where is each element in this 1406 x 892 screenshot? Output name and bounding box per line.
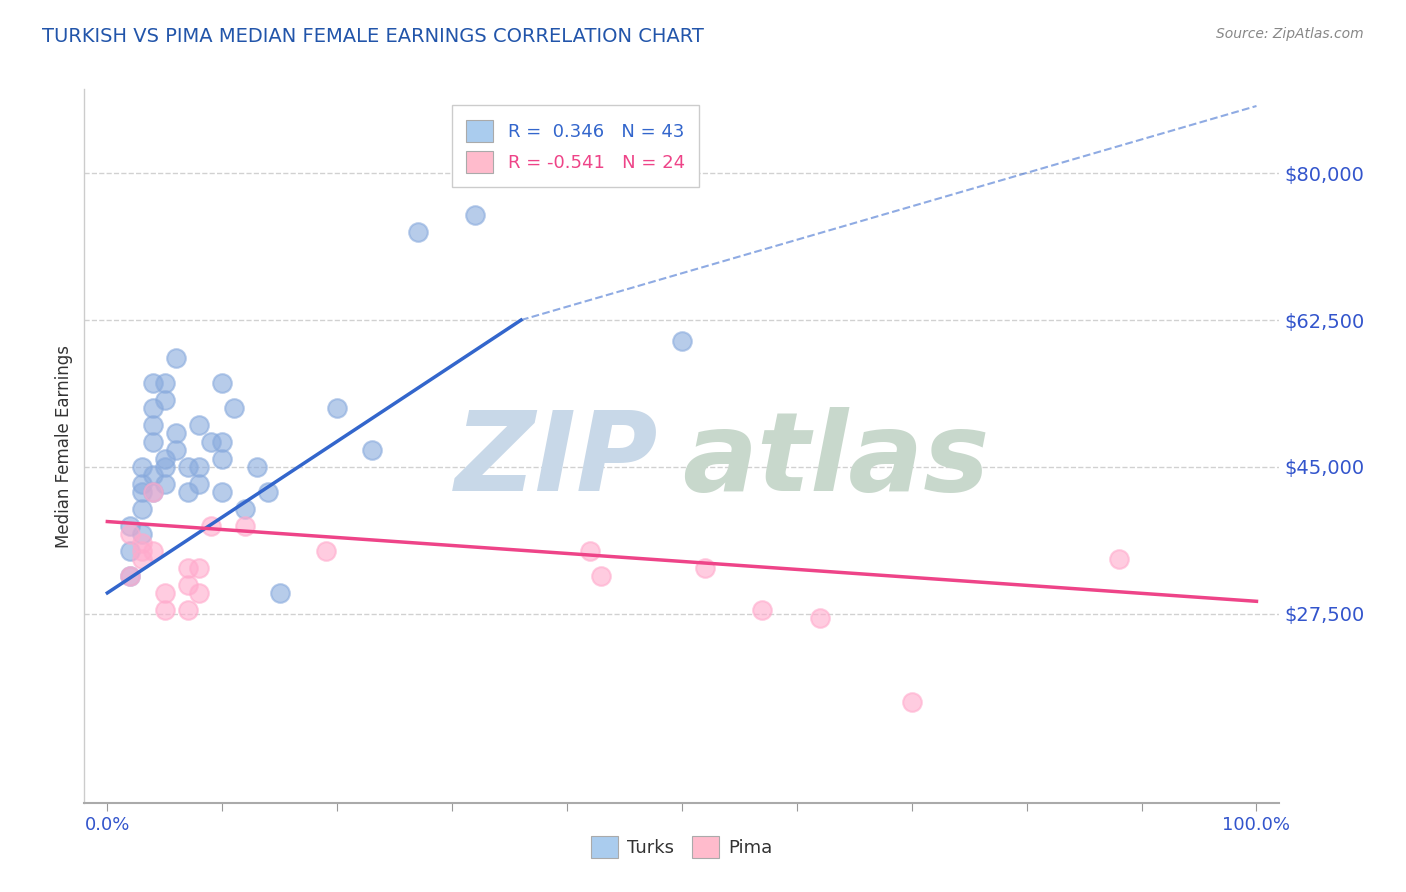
Point [233,518,256,533]
Point [464,208,486,222]
Point [165,443,187,458]
Point [153,376,176,390]
Point [360,443,382,458]
Point [120,518,142,533]
Point [153,603,176,617]
Point [153,451,176,466]
Point [142,376,165,390]
Point [131,544,153,558]
Point [142,401,165,416]
Point [153,586,176,600]
Y-axis label: Median Female Earnings: Median Female Earnings [55,344,73,548]
Point [188,476,211,491]
Point [120,527,142,541]
Point [142,485,165,500]
Text: atlas: atlas [682,407,990,514]
Point [211,434,233,449]
Text: ZIP: ZIP [454,407,658,514]
Text: Source: ZipAtlas.com: Source: ZipAtlas.com [1216,27,1364,41]
Legend: Turks, Pima: Turks, Pima [583,829,780,865]
Point [200,434,222,449]
Point [131,485,153,500]
Point [188,586,211,600]
Point [142,468,165,483]
Point [808,611,831,625]
Point [131,460,153,475]
Point [211,485,233,500]
Point [165,426,187,441]
Point [188,460,211,475]
Point [177,460,200,475]
Point [153,392,176,407]
Point [671,334,693,348]
Point [142,485,165,500]
Point [177,603,200,617]
Point [142,544,165,558]
Point [153,460,176,475]
Point [131,552,153,566]
Point [131,535,153,549]
Point [120,544,142,558]
Point [269,586,291,600]
Point [165,351,187,365]
Point [222,401,245,416]
Point [693,560,716,574]
Point [177,560,200,574]
Point [153,476,176,491]
Point [188,417,211,432]
Point [900,695,922,709]
Point [177,485,200,500]
Point [200,518,222,533]
Point [131,502,153,516]
Point [579,544,602,558]
Point [188,560,211,574]
Point [591,569,613,583]
Point [142,434,165,449]
Point [579,166,602,180]
Point [246,460,269,475]
Point [233,502,256,516]
Point [211,451,233,466]
Text: TURKISH VS PIMA MEDIAN FEMALE EARNINGS CORRELATION CHART: TURKISH VS PIMA MEDIAN FEMALE EARNINGS C… [42,27,704,45]
Point [177,577,200,591]
Point [406,225,429,239]
Point [1108,552,1130,566]
Point [257,485,280,500]
Point [315,544,337,558]
Point [751,603,773,617]
Point [120,569,142,583]
Point [326,401,349,416]
Point [120,569,142,583]
Point [131,476,153,491]
Point [142,417,165,432]
Point [131,527,153,541]
Point [211,376,233,390]
